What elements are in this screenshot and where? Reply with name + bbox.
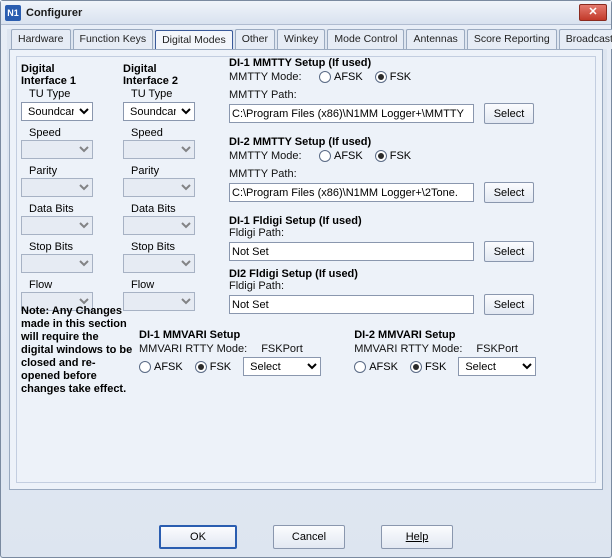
di1-mmtty-path-label: MMTTY Path: — [229, 89, 589, 101]
di2-databits-select[interactable] — [123, 216, 195, 235]
tab-hardware[interactable]: Hardware — [11, 29, 71, 49]
right-panel: DI-1 MMTTY Setup (If used) MMTTY Mode: A… — [229, 57, 589, 315]
di2-speed-select[interactable] — [123, 140, 195, 159]
di2-mmvari-title: DI-2 MMVARI Setup — [354, 329, 536, 341]
di1-speed-select[interactable] — [21, 140, 93, 159]
changes-note: Note: Any Changes made in this section w… — [21, 305, 133, 396]
di2-stopbits-select[interactable] — [123, 254, 195, 273]
di1-mmvari-fsk-radio[interactable] — [195, 361, 207, 373]
di2-tu-type-label: TU Type — [123, 88, 205, 100]
di1-stopbits-label: Stop Bits — [21, 241, 103, 253]
titlebar: N1 Configurer ✕ — [1, 1, 611, 25]
tab-broadcast-data[interactable]: Broadcast Data — [559, 29, 612, 49]
di2-mmvari-afsk-label: AFSK — [369, 361, 398, 373]
di1-stopbits-select[interactable] — [21, 254, 93, 273]
di1-mmvari-afsk-label: AFSK — [154, 361, 183, 373]
di1-mmtty-mode-label: MMTTY Mode: — [229, 71, 319, 83]
window-title: Configurer — [26, 7, 82, 19]
di2-mmvari-fsk-label: FSK — [425, 361, 446, 373]
app-icon: N1 — [5, 5, 21, 21]
close-icon[interactable]: ✕ — [579, 4, 607, 21]
di1-fldigi-path-label: Fldigi Path: — [229, 227, 589, 239]
di1-mmvari-afsk-radio[interactable] — [139, 361, 151, 373]
tab-panel: Digital Interface 1 TU Type Soundcard Sp… — [9, 49, 603, 490]
di1-fldigi-select-button[interactable]: Select — [484, 241, 534, 262]
di2-mmtty-afsk-radio[interactable] — [319, 150, 331, 162]
di1-parity-select[interactable] — [21, 178, 93, 197]
di2-mmtty-fsk-radio[interactable] — [375, 150, 387, 162]
di2-fskport-label: FSKPort — [476, 343, 518, 355]
di1-databits-select[interactable] — [21, 216, 93, 235]
mmvari-section: DI-1 MMVARI Setup MMVARI RTTY Mode: FSKP… — [139, 329, 589, 376]
di2-mmtty-afsk-label: AFSK — [334, 150, 363, 162]
di1-databits-label: Data Bits — [21, 203, 103, 215]
di1-mmtty-fsk-radio[interactable] — [375, 71, 387, 83]
di2-fskport-select[interactable]: Select — [458, 357, 536, 376]
di2-parity-select[interactable] — [123, 178, 195, 197]
di1-mmvari-fsk-label: FSK — [210, 361, 231, 373]
di2-column: Digital Interface 2 TU Type Soundcard Sp… — [123, 63, 205, 311]
tab-antennas[interactable]: Antennas — [406, 29, 464, 49]
di1-mmtty-select-button[interactable]: Select — [484, 103, 534, 124]
di1-mmtty-path-input[interactable] — [229, 104, 474, 123]
di2-tu-type-select[interactable]: Soundcard — [123, 102, 195, 121]
panel-inner: Digital Interface 1 TU Type Soundcard Sp… — [16, 56, 596, 483]
di1-mmvari-title: DI-1 MMVARI Setup — [139, 329, 321, 341]
di2-stopbits-label: Stop Bits — [123, 241, 205, 253]
di2-fldigi-path-input[interactable] — [229, 295, 474, 314]
di1-mmvari-group: DI-1 MMVARI Setup MMVARI RTTY Mode: FSKP… — [139, 329, 321, 376]
client-area: HardwareFunction KeysDigital ModesOtherW… — [7, 29, 607, 490]
window: N1 Configurer ✕ HardwareFunction KeysDig… — [0, 0, 612, 558]
tab-strip: HardwareFunction KeysDigital ModesOtherW… — [7, 29, 607, 49]
di2-title: Digital Interface 2 — [123, 63, 205, 87]
di1-title: Digital Interface 1 — [21, 63, 103, 87]
di1-mmtty-afsk-label: AFSK — [334, 71, 363, 83]
di2-mmtty-select-button[interactable]: Select — [484, 182, 534, 203]
di1-mmtty-fsk-label: FSK — [390, 71, 411, 83]
di2-mmvari-afsk-radio[interactable] — [354, 361, 366, 373]
di1-fldigi-title: DI-1 Fldigi Setup (If used) — [229, 215, 589, 227]
tab-score-reporting[interactable]: Score Reporting — [467, 29, 557, 49]
di1-fldigi-path-input[interactable] — [229, 242, 474, 261]
tab-digital-modes[interactable]: Digital Modes — [155, 30, 233, 50]
di1-column: Digital Interface 1 TU Type Soundcard Sp… — [21, 63, 103, 311]
cancel-button[interactable]: Cancel — [273, 525, 345, 549]
di1-mmtty-title: DI-1 MMTTY Setup (If used) — [229, 57, 589, 69]
di1-tu-type-select[interactable]: Soundcard — [21, 102, 93, 121]
di2-mmtty-mode-label: MMTTY Mode: — [229, 150, 319, 162]
di2-mmvari-group: DI-2 MMVARI Setup MMVARI RTTY Mode: FSKP… — [354, 329, 536, 376]
di1-mmtty-afsk-radio[interactable] — [319, 71, 331, 83]
di2-mmtty-title: DI-2 MMTTY Setup (If used) — [229, 136, 589, 148]
dialog-buttons: OK Cancel Help — [1, 525, 611, 549]
di2-mmtty-path-input[interactable] — [229, 183, 474, 202]
di2-mmvari-fsk-radio[interactable] — [410, 361, 422, 373]
di2-mmtty-fsk-label: FSK — [390, 150, 411, 162]
di1-mmvari-mode-label: MMVARI RTTY Mode: — [139, 343, 247, 355]
di1-fskport-label: FSKPort — [261, 343, 303, 355]
tab-function-keys[interactable]: Function Keys — [73, 29, 154, 49]
tab-other[interactable]: Other — [235, 29, 275, 49]
di2-mmtty-path-label: MMTTY Path: — [229, 168, 589, 180]
di2-flow-select[interactable] — [123, 292, 195, 311]
di2-fldigi-select-button[interactable]: Select — [484, 294, 534, 315]
di1-flow-label: Flow — [21, 279, 103, 291]
di1-fskport-select[interactable]: Select — [243, 357, 321, 376]
di2-databits-label: Data Bits — [123, 203, 205, 215]
help-button[interactable]: Help — [381, 525, 453, 549]
di2-mmvari-mode-label: MMVARI RTTY Mode: — [354, 343, 462, 355]
tab-mode-control[interactable]: Mode Control — [327, 29, 404, 49]
di2-flow-label: Flow — [123, 279, 205, 291]
di2-fldigi-title: DI2 Fldigi Setup (If used) — [229, 268, 589, 280]
ok-button[interactable]: OK — [159, 525, 237, 549]
di2-parity-label: Parity — [123, 165, 205, 177]
di1-parity-label: Parity — [21, 165, 103, 177]
di1-speed-label: Speed — [21, 127, 103, 139]
tab-winkey[interactable]: Winkey — [277, 29, 325, 49]
di2-fldigi-path-label: Fldigi Path: — [229, 280, 589, 292]
di2-speed-label: Speed — [123, 127, 205, 139]
di1-tu-type-label: TU Type — [21, 88, 103, 100]
